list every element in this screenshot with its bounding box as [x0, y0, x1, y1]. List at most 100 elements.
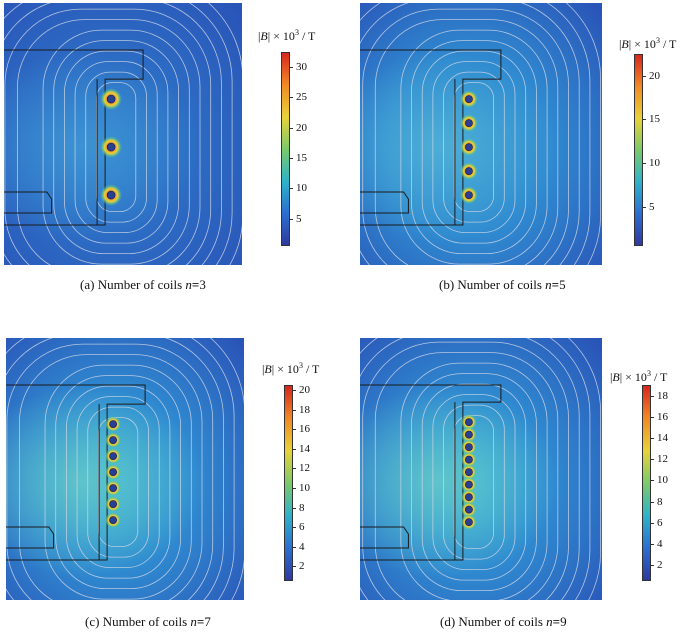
- coil-cross-section: [106, 94, 116, 104]
- yoke-outline: [6, 384, 146, 561]
- flux-line: [42, 29, 190, 265]
- coil-cross-section: [465, 468, 473, 476]
- unit: / T: [298, 29, 316, 43]
- colorbar-tick-label: 10: [296, 182, 307, 195]
- colorbar-tick-label: 25: [296, 91, 307, 104]
- flux-line: [19, 354, 203, 600]
- caption-value: 3: [199, 277, 206, 292]
- colorbar-tick-mark: [651, 522, 654, 524]
- colorbar-tick-label: 16: [657, 410, 668, 423]
- panel-c: |B| × 103 / T 2 4 6 8 10 12 14 16 18 20 (c) Numbe…: [0, 335, 345, 637]
- colorbar-tick-mark: [651, 501, 654, 503]
- coil-cross-section: [465, 143, 473, 151]
- caption-equals: =: [191, 277, 200, 292]
- flux-line: [64, 50, 169, 244]
- flux-line: [565, 3, 601, 265]
- colorbar-tick-mark: [290, 218, 293, 220]
- colorbar-title: |B| × 103 / T: [262, 361, 320, 376]
- field-svg: [4, 3, 242, 265]
- caption-label: (c): [85, 614, 100, 629]
- unit: / T: [302, 362, 320, 376]
- colorbar-tick-label: 10: [657, 474, 668, 487]
- multiplier: × 10: [634, 37, 656, 51]
- flux-line: [6, 338, 224, 600]
- field-plot: [4, 3, 242, 265]
- colorbar-tick-mark: [293, 468, 296, 470]
- flux-line: [432, 394, 516, 570]
- multiplier: × 10: [277, 362, 299, 376]
- field-plot: [360, 338, 602, 600]
- caption-text: Number of coils: [97, 277, 183, 292]
- colorbar-tick-mark: [651, 565, 654, 567]
- colorbar-tick-label: 5: [649, 200, 655, 213]
- colorbar-tick-label: 20: [296, 121, 307, 134]
- yoke-outline: [360, 49, 502, 226]
- colorbar-tick-mark: [293, 546, 296, 548]
- coil-group: [100, 88, 123, 207]
- field-svg: [360, 3, 602, 265]
- colorbar-tick-mark: [293, 487, 296, 489]
- coil-cross-section: [465, 455, 473, 464]
- caption-text: Number of coils: [457, 277, 542, 292]
- field-symbol: B: [621, 37, 629, 51]
- colorbar-title: |B| × 103 / T: [619, 36, 677, 51]
- caption-label: (d): [440, 614, 456, 629]
- flux-line: [98, 417, 139, 547]
- colorbar-tick-mark: [643, 119, 646, 121]
- flux-line: [362, 8, 569, 265]
- panel-a: |B| × 103 / T 5 10 15 20 25 30 (a) Number of …: [0, 0, 345, 300]
- core-geometry: [360, 49, 502, 226]
- colorbar-tick-label: 12: [299, 462, 310, 475]
- colorbar-tick-mark: [643, 75, 646, 77]
- caption-variable: n: [190, 614, 197, 629]
- colorbar-tick-label: 6: [657, 516, 663, 529]
- colorbar-tick-mark: [651, 543, 654, 545]
- coil-cross-section: [465, 443, 473, 451]
- coil-cross-section: [465, 480, 473, 489]
- coil-cross-section: [109, 420, 117, 428]
- coil-cross-section: [465, 167, 473, 175]
- colorbar-tick-mark: [293, 527, 296, 529]
- flux-line: [85, 71, 147, 223]
- colorbar-tick-label: 6: [299, 521, 305, 534]
- field-plot: [6, 338, 244, 600]
- colorbar-tick-mark: [290, 158, 293, 160]
- flux-line: [87, 406, 149, 558]
- flux-line: [411, 373, 537, 591]
- flux-line: [421, 383, 527, 581]
- flux-line: [411, 40, 537, 254]
- flux-line: [96, 82, 137, 212]
- coil-cross-section: [109, 452, 117, 460]
- field-svg: [6, 338, 244, 600]
- colorbar-tick-mark: [290, 188, 293, 190]
- coil-cross-section: [109, 468, 117, 476]
- flux-line: [74, 61, 158, 233]
- flux-line: [453, 82, 494, 212]
- coil-cross-section: [106, 142, 116, 152]
- flux-line: [567, 338, 601, 600]
- flux-line: [421, 50, 527, 244]
- caption-variable: n: [545, 277, 552, 292]
- flux-line: [360, 338, 580, 600]
- flux-line: [76, 396, 160, 568]
- coil-group: [460, 414, 477, 531]
- flux-line: [53, 40, 179, 254]
- field-intensity-region: [360, 52, 559, 243]
- coil-cross-section: [465, 518, 473, 526]
- colorbar-tick-label: 20: [649, 69, 660, 82]
- caption-equals: =: [551, 277, 560, 292]
- unit: / T: [650, 370, 668, 384]
- flux-line: [374, 19, 559, 265]
- plate-outline: [4, 191, 53, 214]
- colorbar-tick-label: 18: [657, 389, 668, 402]
- unit: / T: [659, 37, 677, 51]
- colorbar-title: |B| × 103 / T: [258, 28, 316, 43]
- caption-label: (b): [439, 277, 455, 292]
- flux-line: [362, 341, 569, 600]
- flux-line: [432, 61, 516, 233]
- flux-line: [453, 415, 494, 549]
- flux-lines: [4, 3, 242, 265]
- field-symbol: B: [260, 29, 268, 43]
- field-intensity-region: [6, 387, 204, 578]
- flux-line: [55, 375, 181, 589]
